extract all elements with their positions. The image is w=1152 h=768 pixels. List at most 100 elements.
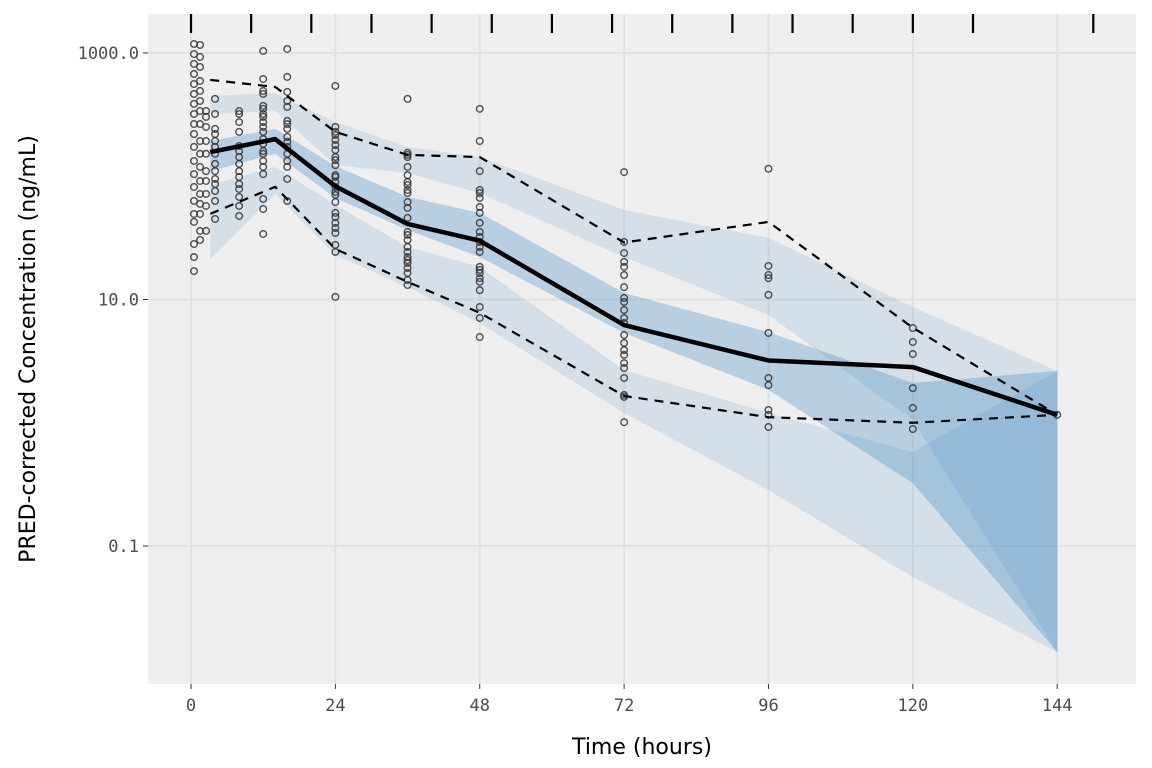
observed-point <box>235 167 244 176</box>
observed-point <box>620 331 629 340</box>
observed-point <box>283 196 292 205</box>
observed-point <box>190 69 199 78</box>
observed-point <box>403 213 412 222</box>
observed-point <box>403 186 412 195</box>
observed-point <box>235 107 244 116</box>
axes: 0 24 48 72 96 120 144 1000.0 10.0 0.1 <box>78 44 1073 716</box>
observed-point <box>620 262 629 271</box>
observed-point <box>283 162 292 171</box>
observed-point <box>259 104 268 113</box>
lower-percentile-ci-band <box>210 166 1058 653</box>
observed-point <box>202 112 211 121</box>
observed-point <box>620 313 629 322</box>
observed-point <box>202 176 211 185</box>
observed-point <box>283 87 292 96</box>
plot-panel <box>148 14 1136 684</box>
observed-point <box>202 189 211 198</box>
observed-point <box>190 89 199 98</box>
observed-point <box>475 242 484 251</box>
observed-point <box>475 277 484 286</box>
observed-point <box>190 217 199 226</box>
observed-point <box>235 118 244 127</box>
observed-point <box>259 101 268 110</box>
observed-point <box>196 96 205 105</box>
upper-percentile-ci-band <box>210 93 1058 653</box>
observed-point <box>475 274 484 283</box>
observed-point <box>259 122 268 131</box>
x-tick-label: 144 <box>1042 696 1073 716</box>
observed-point <box>331 228 340 237</box>
bin-rug <box>189 14 1095 33</box>
observed-point <box>283 137 292 146</box>
observed-point <box>190 59 199 68</box>
observed-point <box>331 292 340 301</box>
observed-point <box>403 180 412 189</box>
observed-point <box>620 350 629 359</box>
observed-point <box>620 346 629 355</box>
observed-point <box>764 164 773 173</box>
observed-point <box>283 44 292 53</box>
observed-point <box>331 81 340 90</box>
percentile-lines <box>209 78 1058 424</box>
observed-point <box>331 247 340 256</box>
observed-point <box>235 109 244 118</box>
observed-point <box>475 167 484 176</box>
observed-point <box>475 186 484 195</box>
observed-point <box>283 174 292 183</box>
observed-point <box>259 86 268 95</box>
observed-point <box>235 211 244 220</box>
observed-point <box>403 188 412 197</box>
observed-point <box>331 197 340 206</box>
observed-point <box>283 133 292 142</box>
observed-point <box>620 418 629 427</box>
observed-point <box>475 269 484 278</box>
observed-point <box>259 147 268 156</box>
observed-point <box>190 170 199 179</box>
observed-point <box>259 89 268 98</box>
observed-point <box>202 201 211 210</box>
observed-point <box>190 142 199 151</box>
median-ci-band <box>210 128 1058 653</box>
observed-point <box>475 303 484 312</box>
observed-point <box>211 186 220 195</box>
observed-point <box>211 109 220 118</box>
observed-point <box>283 72 292 81</box>
observed-point <box>764 274 773 283</box>
observed-point <box>331 172 340 181</box>
observed-point <box>764 328 773 337</box>
observed-point <box>190 99 199 108</box>
observed-point <box>235 192 244 201</box>
x-tick-label: 48 <box>469 696 489 716</box>
observed-point <box>764 422 773 431</box>
observed-point <box>475 227 484 236</box>
observed-point <box>403 258 412 267</box>
observed-point <box>475 104 484 113</box>
observed-point <box>196 162 205 171</box>
observed-point <box>475 188 484 197</box>
observed-point <box>331 224 340 233</box>
observed-point <box>259 118 268 127</box>
observed-point <box>403 264 412 273</box>
observed-point <box>475 208 484 217</box>
observed-point <box>403 247 412 256</box>
observed-point <box>403 253 412 262</box>
x-tick-label: 120 <box>897 696 928 716</box>
observed-point <box>908 338 917 347</box>
observed-point <box>475 193 484 202</box>
x-tick-label: 72 <box>614 696 634 716</box>
observed-point <box>283 102 292 111</box>
observed-point <box>190 253 199 262</box>
observed-point <box>283 116 292 125</box>
observed-point <box>764 381 773 390</box>
observed-point <box>235 201 244 210</box>
observed-point <box>403 227 412 236</box>
observed-point <box>403 162 412 171</box>
observed-point <box>475 313 484 322</box>
observed-point <box>190 239 199 248</box>
observed-point <box>403 256 412 265</box>
observed-point <box>196 76 205 85</box>
observed-point <box>403 94 412 103</box>
observed-point <box>196 86 205 95</box>
observed-point <box>908 384 917 393</box>
observed-median-line <box>209 136 1058 417</box>
